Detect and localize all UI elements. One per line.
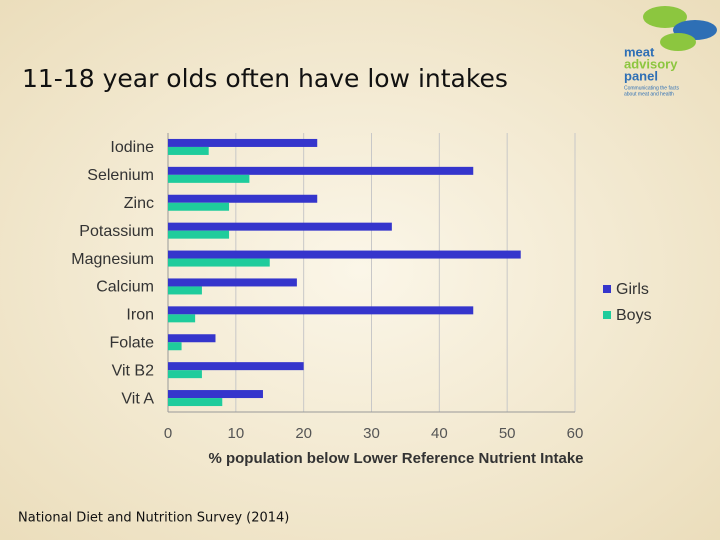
logo-text: advisory — [624, 56, 678, 71]
y-tick-label: Iodine — [110, 139, 154, 156]
y-tick-label: Selenium — [87, 167, 154, 184]
bar — [168, 250, 521, 259]
y-tick-label: Calcium — [96, 279, 154, 296]
bar — [168, 390, 263, 399]
bar — [168, 230, 230, 239]
x-tick-label: 10 — [227, 425, 244, 442]
y-tick-label: Iron — [126, 307, 154, 324]
logo-animal — [660, 33, 696, 51]
logo: meat advisory panel Communicating the fa… — [624, 6, 717, 97]
y-tick-label: Zinc — [124, 195, 154, 212]
bar — [168, 138, 318, 147]
logo-tagline: Communicating the facts — [624, 85, 680, 91]
bar — [168, 314, 196, 323]
bar — [168, 306, 474, 315]
bar — [168, 222, 392, 231]
x-tick-label: 40 — [431, 425, 448, 442]
x-tick-label: 20 — [295, 425, 312, 442]
x-tick-label: 60 — [567, 425, 584, 442]
y-tick-label: Vit A — [121, 390, 154, 407]
bar — [168, 174, 250, 183]
bar — [168, 362, 304, 371]
x-tick-label: 30 — [363, 425, 380, 442]
y-tick-label: Vit B2 — [112, 362, 155, 379]
legend-swatch — [603, 311, 611, 319]
logo-tagline: about meat and health — [624, 91, 674, 97]
bar — [168, 258, 270, 267]
source-note: National Diet and Nutrition Survey (2014… — [18, 511, 289, 526]
bar — [168, 370, 202, 379]
y-tick-label: Folate — [110, 334, 155, 351]
slide-title: 11-18 year olds often have low intakes — [22, 64, 508, 93]
legend-swatch — [603, 285, 611, 293]
bar — [168, 286, 202, 295]
logo-text: panel — [624, 68, 658, 83]
bar — [168, 166, 474, 175]
bar — [168, 342, 182, 351]
legend-label: Girls — [616, 281, 649, 298]
bar — [168, 202, 230, 211]
y-tick-label: Magnesium — [71, 251, 154, 268]
legend-label: Boys — [616, 307, 652, 324]
x-axis-title: % population below Lower Reference Nutri… — [208, 450, 583, 467]
y-tick-label: Potassium — [79, 223, 154, 240]
bar — [168, 278, 297, 287]
logo-animal — [643, 6, 687, 28]
bar — [168, 398, 223, 407]
x-tick-label: 0 — [164, 425, 172, 442]
bar — [168, 146, 209, 155]
bar — [168, 334, 216, 343]
logo-text: meat — [624, 44, 655, 59]
bar — [168, 194, 318, 203]
x-tick-label: 50 — [499, 425, 516, 442]
